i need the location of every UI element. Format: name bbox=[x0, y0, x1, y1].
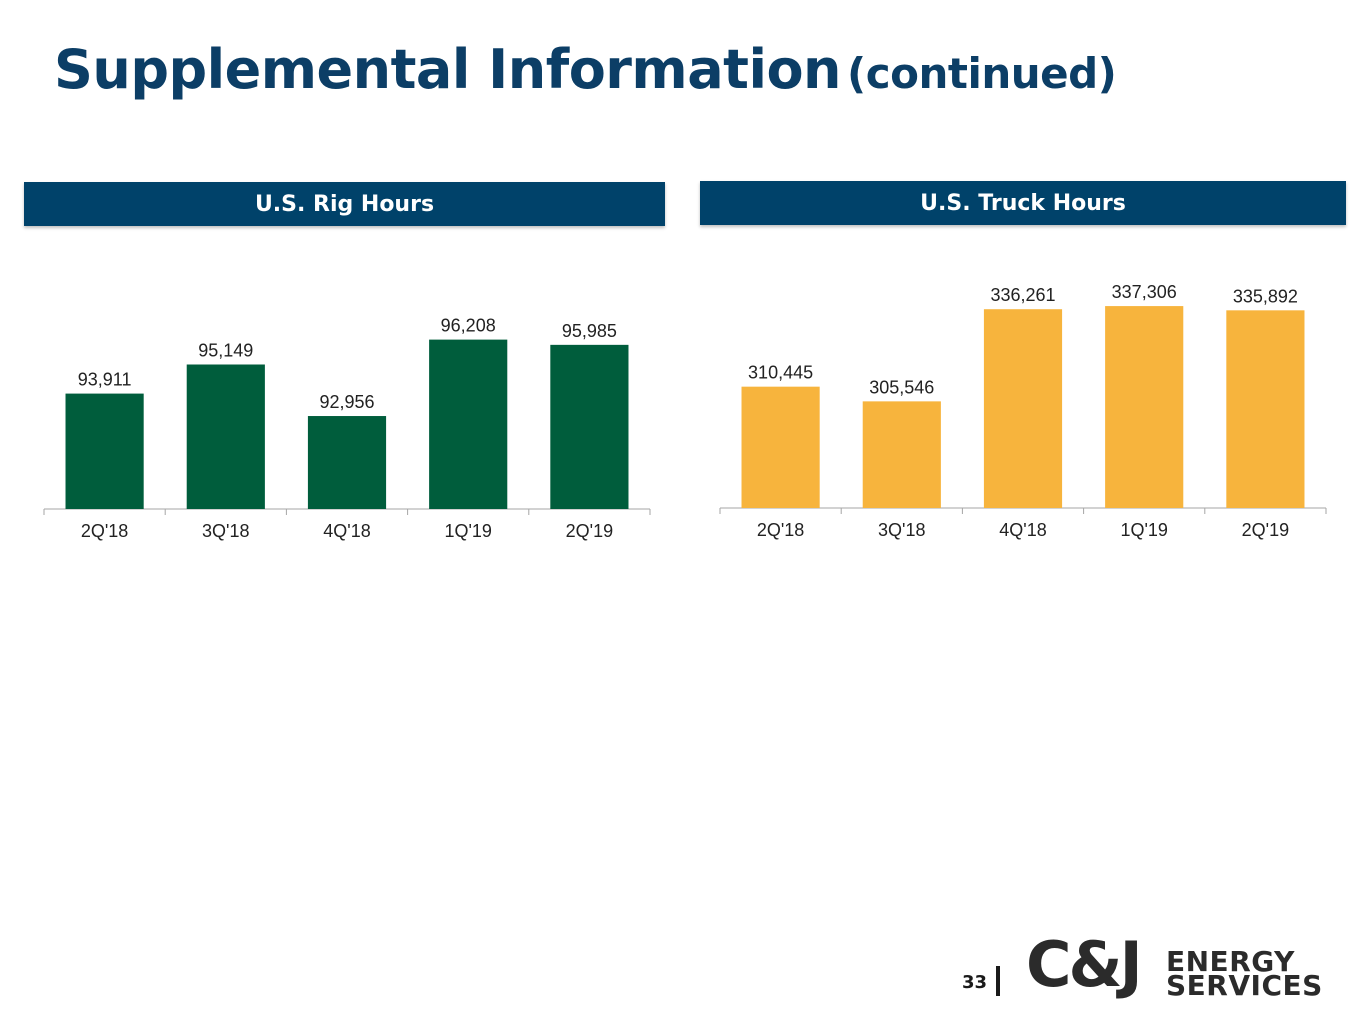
page-title: Supplemental Information (continued) bbox=[54, 38, 1117, 101]
data-label-1Q'19: 96,208 bbox=[441, 316, 496, 336]
tick-label-4Q'18: 4Q'18 bbox=[323, 521, 370, 541]
tick-label-2Q'18: 2Q'18 bbox=[81, 521, 128, 541]
data-label-2Q'19: 335,892 bbox=[1233, 286, 1298, 306]
data-label-4Q'18: 92,956 bbox=[319, 392, 374, 412]
bar-2Q'18 bbox=[65, 393, 144, 509]
company-logo-mark: C&J bbox=[1026, 928, 1143, 1001]
tick-label-2Q'19: 2Q'19 bbox=[1242, 520, 1289, 540]
bar-1Q'19 bbox=[429, 339, 508, 509]
tick-label-1Q'19: 1Q'19 bbox=[444, 521, 491, 541]
bar-1Q'19 bbox=[1105, 306, 1184, 508]
data-label-2Q'19: 95,985 bbox=[562, 321, 617, 341]
footer-divider bbox=[996, 966, 1000, 996]
tick-label-3Q'18: 3Q'18 bbox=[878, 520, 925, 540]
page-number: 33 bbox=[962, 972, 988, 993]
data-label-2Q'18: 93,911 bbox=[78, 370, 132, 390]
data-label-2Q'18: 310,445 bbox=[748, 363, 813, 383]
data-label-1Q'19: 337,306 bbox=[1112, 282, 1177, 302]
page-title-sub: (continued) bbox=[847, 49, 1117, 98]
bar-2Q'19 bbox=[550, 344, 629, 509]
company-logo-text: ENERGY SERVICES bbox=[1166, 945, 1323, 1002]
tick-label-4Q'18: 4Q'18 bbox=[999, 520, 1046, 540]
rig-hours-header: U.S. Rig Hours bbox=[24, 182, 665, 226]
data-label-3Q'18: 305,546 bbox=[869, 377, 934, 397]
tick-label-1Q'19: 1Q'19 bbox=[1120, 520, 1167, 540]
truck-hours-header: U.S. Truck Hours bbox=[700, 181, 1346, 225]
bar-3Q'18 bbox=[186, 364, 265, 509]
bar-4Q'18 bbox=[307, 416, 387, 509]
data-label-4Q'18: 336,261 bbox=[990, 285, 1055, 305]
bar-3Q'18 bbox=[862, 401, 941, 508]
logo-line-services: SERVICES bbox=[1166, 969, 1323, 1002]
tick-label-3Q'18: 3Q'18 bbox=[202, 521, 249, 541]
page-title-main: Supplemental Information bbox=[54, 38, 842, 101]
tick-label-2Q'18: 2Q'18 bbox=[757, 520, 804, 540]
bar-4Q'18 bbox=[983, 309, 1063, 508]
bar-2Q'18 bbox=[741, 386, 820, 508]
data-label-3Q'18: 95,149 bbox=[198, 340, 253, 360]
logo-line-energy: ENERGY bbox=[1166, 945, 1295, 978]
tick-label-2Q'19: 2Q'19 bbox=[566, 521, 613, 541]
bar-2Q'19 bbox=[1226, 310, 1305, 508]
